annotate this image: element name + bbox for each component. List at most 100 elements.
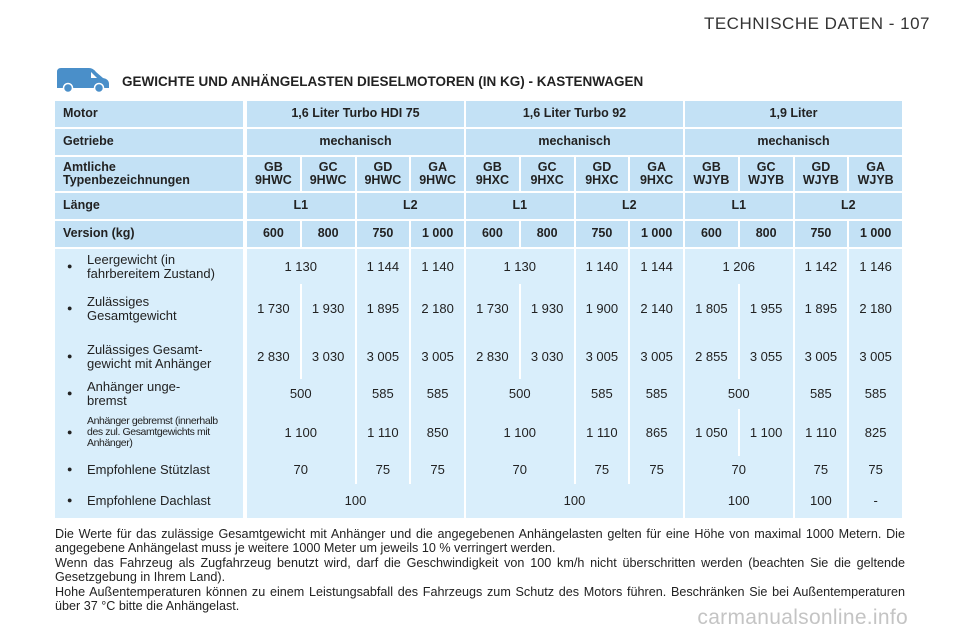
value-cell: 1 130 bbox=[247, 249, 355, 284]
value-cell: 100 bbox=[247, 484, 464, 518]
value-cell: 1 100 bbox=[466, 409, 574, 456]
header-cell: 1 000 bbox=[630, 221, 683, 247]
value-cell: 1 110 bbox=[575, 409, 629, 456]
header-cell: 750 bbox=[575, 221, 629, 247]
value-cell: 2 180 bbox=[411, 284, 464, 334]
note-paragraph: Die Werte für das zulässige Gesamtgewich… bbox=[55, 527, 905, 555]
header-cell: 800 bbox=[520, 221, 574, 247]
value-cell: 1 955 bbox=[739, 284, 793, 334]
note-paragraph: Hohe Außentemperaturen können zu einem L… bbox=[55, 585, 905, 613]
value-cell: 1 100 bbox=[247, 409, 355, 456]
header-cell: 800 bbox=[301, 221, 355, 247]
header-cell: 750 bbox=[794, 221, 848, 247]
header-label: Amtliche Typenbezeichnungen bbox=[55, 157, 243, 191]
value-cell: 1 110 bbox=[356, 409, 410, 456]
value-cell: 70 bbox=[685, 456, 793, 484]
value-cell: 2 830 bbox=[466, 334, 519, 379]
header-cell: L1 bbox=[685, 193, 793, 219]
value-cell: 585 bbox=[411, 379, 464, 409]
value-cell: 500 bbox=[466, 379, 574, 409]
value-cell: 3 005 bbox=[356, 334, 410, 379]
header-cell: 1,6 Liter Turbo HDI 75 bbox=[247, 101, 464, 127]
header-cell: mechanisch bbox=[466, 129, 683, 155]
value-cell: 1 206 bbox=[685, 249, 793, 284]
value-cell: 3 005 bbox=[794, 334, 848, 379]
value-cell: 1 730 bbox=[247, 284, 300, 334]
header-cell: GA 9HXC bbox=[630, 157, 683, 191]
header-cell: 800 bbox=[739, 221, 793, 247]
value-cell: 1 100 bbox=[739, 409, 793, 456]
header-cell: GC 9HWC bbox=[301, 157, 355, 191]
value-cell: 2 830 bbox=[247, 334, 300, 379]
value-cell: 585 bbox=[356, 379, 410, 409]
header-cell: mechanisch bbox=[685, 129, 902, 155]
header-cell: L2 bbox=[794, 193, 902, 219]
value-cell: 3 005 bbox=[630, 334, 683, 379]
value-cell: 1 930 bbox=[520, 284, 574, 334]
value-cell: 75 bbox=[630, 456, 683, 484]
header-cell: GD 9HXC bbox=[575, 157, 629, 191]
value-cell: 3 005 bbox=[849, 334, 902, 379]
value-cell: 70 bbox=[247, 456, 355, 484]
header-cell: GD WJYB bbox=[794, 157, 848, 191]
note-paragraph: Wenn das Fahrzeug als Zugfahrzeug benutz… bbox=[55, 556, 905, 584]
value-cell: 75 bbox=[849, 456, 902, 484]
header-cell: L2 bbox=[575, 193, 683, 219]
value-cell: 1 130 bbox=[466, 249, 574, 284]
value-cell: 1 140 bbox=[411, 249, 464, 284]
value-cell: 585 bbox=[794, 379, 848, 409]
value-cell: 2 140 bbox=[630, 284, 683, 334]
row-label: Zulässiges Gesamtgewicht bbox=[55, 284, 243, 334]
value-cell: 1 144 bbox=[630, 249, 683, 284]
value-cell: 3 005 bbox=[575, 334, 629, 379]
value-cell: 3 055 bbox=[739, 334, 793, 379]
value-cell: 1 142 bbox=[794, 249, 848, 284]
value-cell: 75 bbox=[794, 456, 848, 484]
header-cell: 1,6 Liter Turbo 92 bbox=[466, 101, 683, 127]
value-cell: - bbox=[849, 484, 902, 518]
value-cell: 100 bbox=[466, 484, 683, 518]
value-cell: 3 030 bbox=[301, 334, 355, 379]
value-cell: 1 140 bbox=[575, 249, 629, 284]
header-cell: L1 bbox=[466, 193, 574, 219]
value-cell: 500 bbox=[247, 379, 355, 409]
value-cell: 2 855 bbox=[685, 334, 738, 379]
value-cell: 585 bbox=[849, 379, 902, 409]
value-cell: 75 bbox=[356, 456, 410, 484]
value-cell: 850 bbox=[411, 409, 464, 456]
value-cell: 585 bbox=[630, 379, 683, 409]
header-cell: 1 000 bbox=[849, 221, 902, 247]
header-cell: mechanisch bbox=[247, 129, 464, 155]
row-label: Empfohlene Dachlast bbox=[55, 484, 243, 518]
header-cell: GA 9HWC bbox=[411, 157, 464, 191]
value-cell: 3 005 bbox=[411, 334, 464, 379]
value-cell: 1 110 bbox=[794, 409, 848, 456]
header-label: Motor bbox=[55, 101, 243, 127]
row-label: Empfohlene Stützlast bbox=[55, 456, 243, 484]
row-label: Anhänger unge- bremst bbox=[55, 379, 243, 409]
watermark: carmanualsonline.info bbox=[697, 606, 908, 629]
value-cell: 500 bbox=[685, 379, 793, 409]
header-cell: 750 bbox=[356, 221, 410, 247]
value-cell: 100 bbox=[685, 484, 793, 518]
header-cell: GB 9HWC bbox=[247, 157, 300, 191]
header-cell: 1 000 bbox=[411, 221, 464, 247]
value-cell: 1 146 bbox=[849, 249, 902, 284]
header-label: Getriebe bbox=[55, 129, 243, 155]
value-cell: 1 805 bbox=[685, 284, 738, 334]
value-cell: 1 895 bbox=[794, 284, 848, 334]
value-cell: 3 030 bbox=[520, 334, 574, 379]
value-cell: 585 bbox=[575, 379, 629, 409]
header-cell: 600 bbox=[247, 221, 300, 247]
header-cell: GC WJYB bbox=[739, 157, 793, 191]
value-cell: 75 bbox=[575, 456, 629, 484]
value-cell: 70 bbox=[466, 456, 574, 484]
row-label: Zulässiges Gesamt- gewicht mit Anhänger bbox=[55, 334, 243, 379]
header-label: Version (kg) bbox=[55, 221, 243, 247]
value-cell: 1 144 bbox=[356, 249, 410, 284]
row-label: Leergewicht (in fahrbereitem Zustand) bbox=[55, 249, 243, 284]
header-cell: GB WJYB bbox=[685, 157, 738, 191]
van-icon bbox=[57, 68, 109, 94]
